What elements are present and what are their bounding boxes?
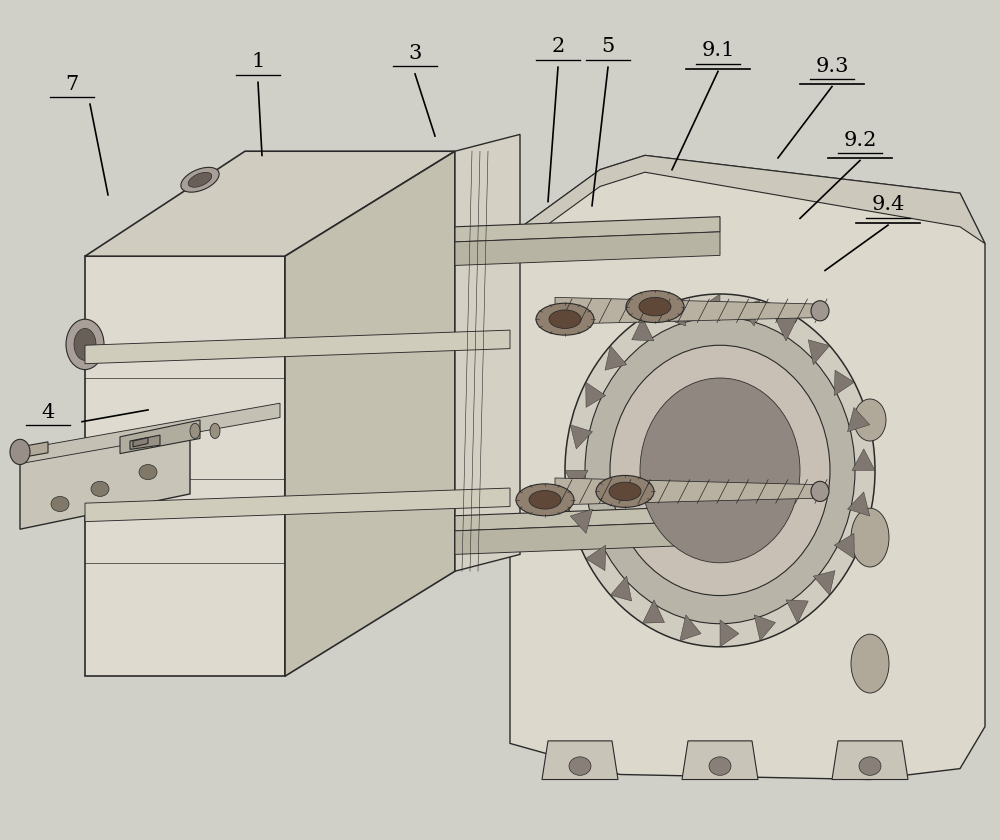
Polygon shape — [813, 570, 835, 595]
Polygon shape — [565, 470, 588, 492]
Polygon shape — [285, 151, 455, 676]
Polygon shape — [852, 449, 875, 470]
Ellipse shape — [210, 423, 220, 438]
Text: 9.1: 9.1 — [701, 41, 735, 60]
Polygon shape — [510, 155, 985, 780]
Polygon shape — [455, 217, 720, 242]
Ellipse shape — [74, 328, 96, 360]
Polygon shape — [834, 533, 854, 559]
Polygon shape — [85, 330, 510, 364]
Ellipse shape — [516, 484, 574, 516]
Text: 2: 2 — [551, 37, 565, 56]
Polygon shape — [455, 521, 720, 554]
Polygon shape — [682, 741, 758, 780]
Polygon shape — [701, 294, 720, 321]
Polygon shape — [455, 506, 720, 531]
Polygon shape — [605, 346, 627, 370]
Polygon shape — [848, 492, 870, 516]
Polygon shape — [510, 155, 985, 252]
Text: 5: 5 — [601, 37, 615, 56]
Ellipse shape — [609, 482, 641, 501]
Circle shape — [859, 757, 881, 775]
Ellipse shape — [811, 481, 829, 501]
Ellipse shape — [639, 297, 671, 316]
Ellipse shape — [811, 301, 829, 321]
Polygon shape — [555, 297, 820, 324]
Polygon shape — [570, 425, 592, 449]
Polygon shape — [555, 478, 820, 505]
Ellipse shape — [851, 634, 889, 693]
Polygon shape — [808, 340, 830, 365]
Polygon shape — [848, 407, 870, 432]
Polygon shape — [642, 600, 665, 623]
Text: 7: 7 — [65, 75, 79, 94]
Polygon shape — [542, 741, 618, 780]
Text: 3: 3 — [408, 44, 422, 63]
Ellipse shape — [854, 399, 886, 441]
Ellipse shape — [851, 508, 889, 567]
Polygon shape — [120, 420, 200, 454]
Polygon shape — [739, 300, 760, 326]
Ellipse shape — [565, 294, 875, 647]
Text: 9.3: 9.3 — [815, 56, 849, 76]
Ellipse shape — [10, 439, 30, 465]
Ellipse shape — [626, 291, 684, 323]
Text: 9.4: 9.4 — [871, 195, 905, 214]
Polygon shape — [586, 545, 606, 570]
Polygon shape — [586, 382, 606, 407]
Ellipse shape — [188, 172, 212, 187]
Polygon shape — [130, 435, 160, 449]
Polygon shape — [665, 300, 686, 326]
Polygon shape — [680, 615, 701, 641]
Polygon shape — [720, 620, 739, 647]
Polygon shape — [775, 318, 798, 341]
Ellipse shape — [190, 423, 200, 438]
Polygon shape — [570, 509, 592, 533]
Polygon shape — [832, 741, 908, 780]
Circle shape — [91, 481, 109, 496]
Polygon shape — [455, 232, 720, 265]
Polygon shape — [786, 600, 808, 623]
Polygon shape — [133, 438, 148, 447]
Polygon shape — [20, 403, 280, 464]
Ellipse shape — [549, 310, 581, 328]
Circle shape — [139, 465, 157, 480]
Text: 9.2: 9.2 — [843, 130, 877, 150]
Ellipse shape — [585, 317, 855, 623]
Polygon shape — [632, 318, 654, 341]
Polygon shape — [85, 151, 455, 256]
Circle shape — [709, 757, 731, 775]
Ellipse shape — [529, 491, 561, 509]
Text: 1: 1 — [251, 52, 265, 71]
Polygon shape — [610, 576, 632, 601]
Circle shape — [51, 496, 69, 512]
Polygon shape — [20, 442, 48, 458]
Polygon shape — [754, 615, 775, 641]
Ellipse shape — [596, 475, 654, 507]
Circle shape — [569, 757, 591, 775]
Polygon shape — [85, 488, 510, 522]
Ellipse shape — [181, 167, 219, 192]
Ellipse shape — [66, 319, 104, 370]
Ellipse shape — [640, 378, 800, 563]
Polygon shape — [834, 370, 854, 396]
Polygon shape — [455, 134, 520, 571]
Ellipse shape — [610, 345, 830, 596]
Polygon shape — [85, 256, 285, 676]
Ellipse shape — [536, 303, 594, 335]
Text: 4: 4 — [41, 402, 55, 422]
Polygon shape — [20, 427, 190, 529]
